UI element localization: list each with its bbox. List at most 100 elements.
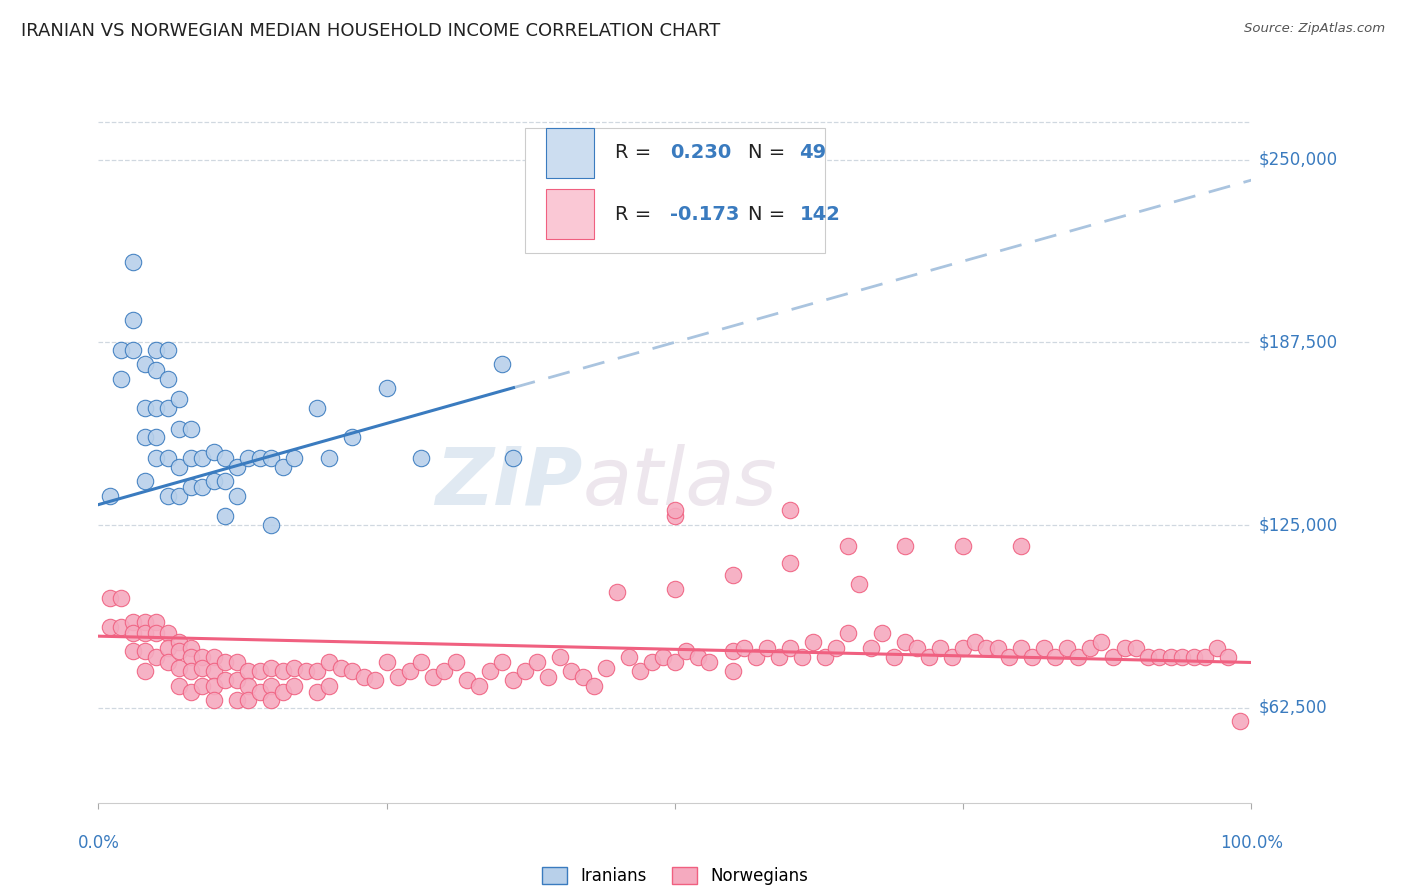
Point: [145, 401, 167, 416]
Point: [238, 679, 260, 693]
Point: [952, 539, 974, 553]
Point: [1090, 635, 1112, 649]
Point: [225, 673, 247, 687]
Point: [98, 489, 121, 503]
Point: [145, 615, 167, 629]
Point: [1021, 649, 1043, 664]
Point: [180, 684, 202, 698]
Point: [479, 665, 502, 679]
Point: [329, 661, 352, 675]
Point: [1056, 640, 1078, 655]
Point: [548, 649, 571, 664]
Point: [156, 626, 179, 640]
Point: [1182, 649, 1205, 664]
Point: [191, 480, 214, 494]
Point: [340, 665, 363, 679]
Point: [191, 679, 214, 693]
Point: [214, 474, 236, 488]
Point: [411, 656, 433, 670]
Point: [664, 656, 686, 670]
Point: [122, 615, 145, 629]
Point: [1229, 714, 1251, 728]
Point: [444, 656, 467, 670]
Point: [1078, 640, 1101, 655]
Point: [225, 656, 247, 670]
Point: [583, 679, 606, 693]
Point: [422, 670, 444, 684]
Point: [202, 665, 225, 679]
Point: [134, 401, 156, 416]
Point: [1218, 649, 1240, 664]
Point: [260, 450, 283, 465]
Point: [156, 489, 179, 503]
Point: [801, 635, 824, 649]
Point: [271, 459, 294, 474]
Point: [998, 649, 1021, 664]
Point: [825, 640, 848, 655]
Point: [156, 343, 179, 357]
Point: [238, 693, 260, 707]
Point: [214, 673, 236, 687]
Point: [225, 489, 247, 503]
Point: [1114, 640, 1136, 655]
Point: [353, 670, 375, 684]
Text: Source: ZipAtlas.com: Source: ZipAtlas.com: [1244, 22, 1385, 36]
Point: [249, 450, 271, 465]
Point: [1010, 539, 1032, 553]
Point: [595, 661, 617, 675]
Point: [779, 556, 801, 570]
Point: [387, 670, 409, 684]
Point: [963, 635, 986, 649]
Point: [122, 313, 145, 327]
Point: [145, 343, 167, 357]
Point: [1125, 640, 1147, 655]
Text: N =: N =: [748, 204, 792, 224]
Point: [110, 620, 132, 634]
Point: [987, 640, 1010, 655]
Point: [134, 626, 156, 640]
Point: [848, 576, 870, 591]
Point: [307, 665, 329, 679]
Text: 0.230: 0.230: [671, 144, 731, 162]
Point: [167, 459, 190, 474]
Point: [1147, 649, 1170, 664]
Point: [686, 649, 709, 664]
Point: [1067, 649, 1090, 664]
Point: [675, 644, 697, 658]
Point: [929, 640, 952, 655]
Point: [145, 450, 167, 465]
Legend: Iranians, Norwegians: Iranians, Norwegians: [541, 867, 808, 885]
Point: [98, 591, 121, 606]
Point: [974, 640, 997, 655]
Text: $62,500: $62,500: [1258, 698, 1327, 717]
Point: [134, 430, 156, 444]
Point: [526, 656, 548, 670]
Point: [134, 665, 156, 679]
Point: [1045, 649, 1067, 664]
Point: [260, 679, 283, 693]
Point: [110, 591, 132, 606]
Point: [156, 450, 179, 465]
Point: [456, 673, 478, 687]
Point: [156, 640, 179, 655]
Point: [134, 357, 156, 371]
Point: [664, 509, 686, 524]
Text: 100.0%: 100.0%: [1220, 834, 1282, 852]
Text: R =: R =: [614, 204, 658, 224]
Point: [652, 649, 675, 664]
FancyBboxPatch shape: [546, 128, 595, 178]
Point: [721, 644, 744, 658]
Point: [122, 255, 145, 269]
Point: [180, 640, 202, 655]
Point: [202, 679, 225, 693]
Point: [167, 392, 190, 407]
Text: $187,500: $187,500: [1258, 334, 1337, 351]
Point: [433, 665, 456, 679]
Point: [883, 649, 905, 664]
Point: [214, 656, 236, 670]
Point: [790, 649, 813, 664]
Point: [283, 450, 305, 465]
Point: [513, 665, 536, 679]
Text: R =: R =: [614, 144, 658, 162]
Point: [238, 665, 260, 679]
